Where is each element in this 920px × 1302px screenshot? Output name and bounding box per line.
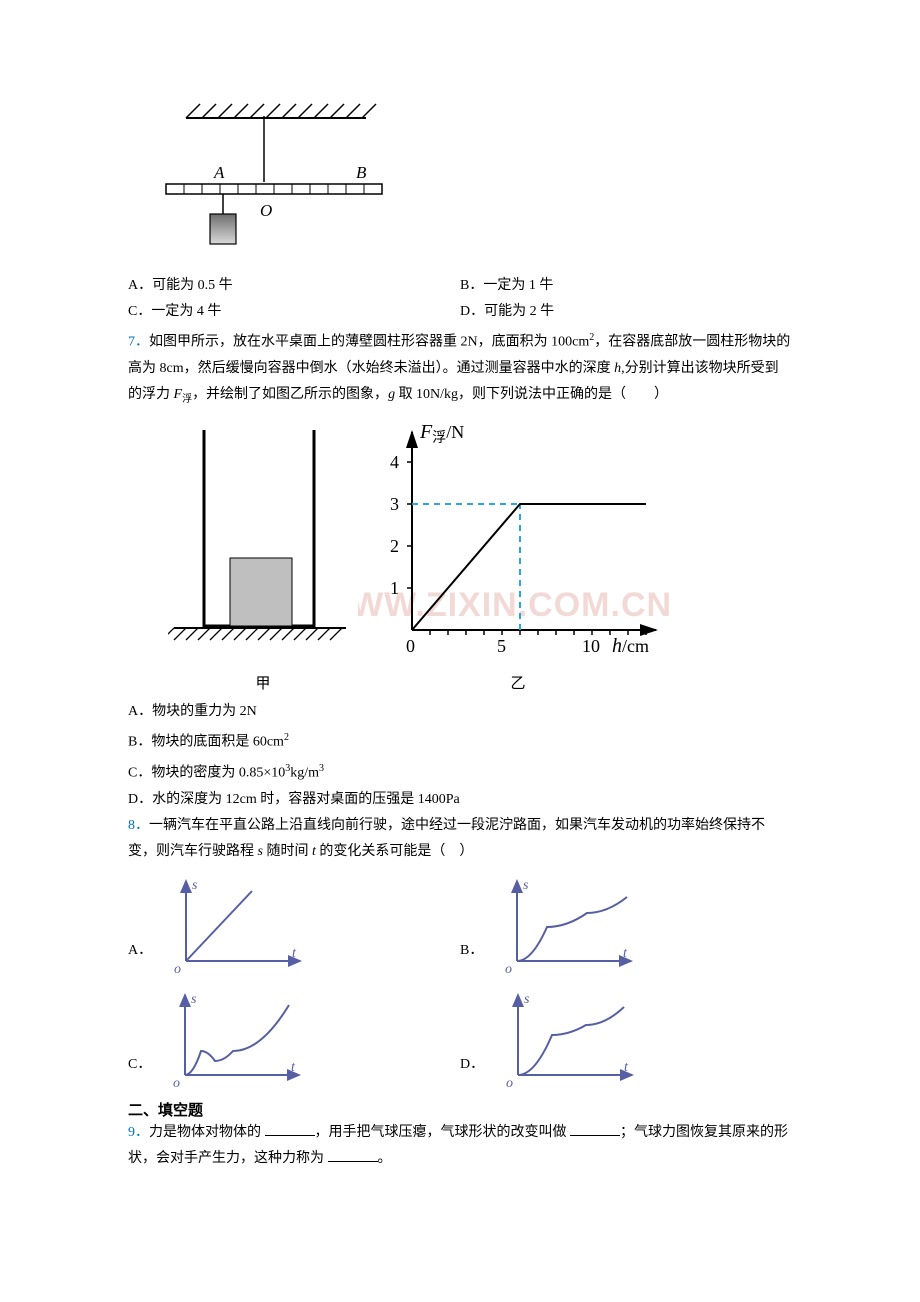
svg-text:t: t (624, 1060, 629, 1075)
svg-text:o: o (506, 1076, 513, 1091)
svg-text:B: B (356, 163, 367, 182)
q7-choice-d: D．水的深度为 12cm 时，容器对桌面的压强是 1400Pa (128, 787, 792, 813)
q8-graph-a: s t o (160, 871, 310, 979)
q8-row1: A． s t o B． s t o (128, 871, 792, 979)
q8-graph-c: s t o (159, 985, 309, 1093)
svg-text:2: 2 (390, 536, 399, 556)
svg-text:t: t (291, 1060, 296, 1075)
q8-cell-a: A． s t o (128, 871, 460, 979)
svg-text:s: s (524, 992, 530, 1007)
q7-figures: WWW.ZIXIN.COM.CN1 2 3 4 0 5 10 F浮/N h/cm (168, 416, 792, 670)
q8-number: 8． (128, 818, 149, 833)
q8-stem: 8．一辆汽车在平直公路上沿直线向前行驶，途中经过一段泥泞路面，如果汽车发动机的功… (128, 813, 792, 865)
q8-graph-b: s t o (491, 871, 641, 979)
q8-row2: C． s t o D． s t o (128, 985, 792, 1093)
q6-options: A．可能为 0.5 牛 B．一定为 1 牛 C．一定为 4 牛 D．可能为 2 … (128, 273, 792, 325)
svg-text:t: t (623, 946, 628, 961)
q8-cell-b: B． s t o (460, 871, 792, 979)
q6-option-c: C．一定为 4 牛 (128, 299, 460, 325)
svg-text:1: 1 (390, 578, 399, 598)
q7-choice-c: C．物块的密度为 0.85×103kg/m3 (128, 756, 792, 787)
section-2-heading: 二、填空题 (128, 1099, 792, 1120)
q8-graph-d: s t o (492, 985, 642, 1093)
svg-text:s: s (192, 878, 198, 893)
q7-stem: 7．如图甲所示，放在水平桌面上的薄壁圆柱形容器重 2N，底面积为 100cm2，… (128, 325, 792, 412)
q7-choice-a: A．物块的重力为 2N (128, 699, 792, 725)
q8-cell-c: C． s t o (128, 985, 460, 1093)
q7-choices: A．物块的重力为 2N B．物块的底面积是 60cm2 C．物块的密度为 0.8… (128, 699, 792, 812)
q8-letter-a: A． (128, 939, 152, 979)
svg-text:3: 3 (390, 494, 399, 514)
blank-3 (328, 1147, 378, 1162)
q7-number: 7． (128, 335, 149, 350)
caption-right: 乙 (358, 672, 678, 693)
svg-text:WWW.ZIXIN.COM.CN: WWW.ZIXIN.COM.CN (358, 586, 672, 624)
lever-figure: A B O (156, 90, 792, 265)
q9-stem: 9．力是物体对物体的 ，用手把气球压瘪，气球形状的改变叫做 ；气球力图恢复其原来… (128, 1120, 792, 1172)
svg-text:o: o (173, 1076, 180, 1091)
svg-text:O: O (260, 201, 272, 220)
svg-text:s: s (191, 992, 197, 1007)
svg-text:s: s (523, 878, 529, 893)
blank-1 (265, 1121, 315, 1136)
svg-text:A: A (213, 163, 225, 182)
q8-letter-d: D． (460, 1053, 484, 1093)
svg-text:h/cm: h/cm (612, 635, 649, 657)
q8-letter-c: C． (128, 1053, 151, 1093)
q8-letter-b: B． (460, 939, 483, 979)
caption-left: 甲 (168, 672, 358, 693)
svg-text:10: 10 (582, 636, 600, 656)
q8-cell-d: D． s t o (460, 985, 792, 1093)
svg-text:F浮/N: F浮/N (419, 421, 464, 446)
q9-number: 9． (128, 1125, 149, 1140)
buoyancy-chart: WWW.ZIXIN.COM.CN1 2 3 4 0 5 10 F浮/N h/cm (358, 416, 678, 670)
blank-2 (570, 1121, 620, 1136)
svg-text:4: 4 (390, 452, 399, 472)
svg-text:o: o (174, 962, 181, 977)
svg-text:o: o (505, 962, 512, 977)
q6-option-b: B．一定为 1 牛 (460, 273, 792, 299)
svg-text:0: 0 (406, 636, 415, 656)
svg-text:5: 5 (497, 636, 506, 656)
q7-choice-b: B．物块的底面积是 60cm2 (128, 725, 792, 756)
svg-text:t: t (292, 946, 297, 961)
q6-option-a: A．可能为 0.5 牛 (128, 273, 460, 299)
q6-option-d: D．可能为 2 牛 (460, 299, 792, 325)
container-diagram (168, 416, 358, 666)
q7-captions: 甲 乙 (168, 672, 792, 693)
